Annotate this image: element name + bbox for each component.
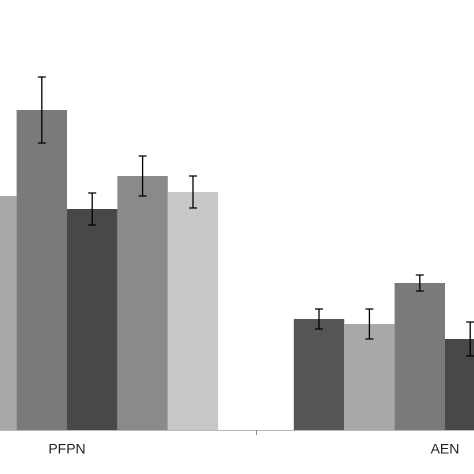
bar: [16, 110, 68, 430]
bar: [67, 209, 118, 430]
bar: [0, 196, 17, 430]
error-bar: [138, 155, 147, 197]
bar: [394, 283, 445, 430]
bar: [445, 339, 474, 430]
bar: [344, 324, 395, 430]
bar: [167, 192, 219, 430]
bar: [117, 176, 168, 430]
error-bar: [315, 308, 323, 330]
error-bar: [88, 192, 97, 226]
error-bar: [37, 76, 46, 144]
error-bar: [365, 308, 374, 340]
bar: [293, 319, 345, 430]
error-bar: [466, 321, 474, 357]
error-bar: [415, 274, 424, 292]
x-tick-label: AEN: [431, 441, 460, 457]
x-tick-label: PFPN: [48, 441, 85, 457]
error-bar: [189, 175, 197, 209]
